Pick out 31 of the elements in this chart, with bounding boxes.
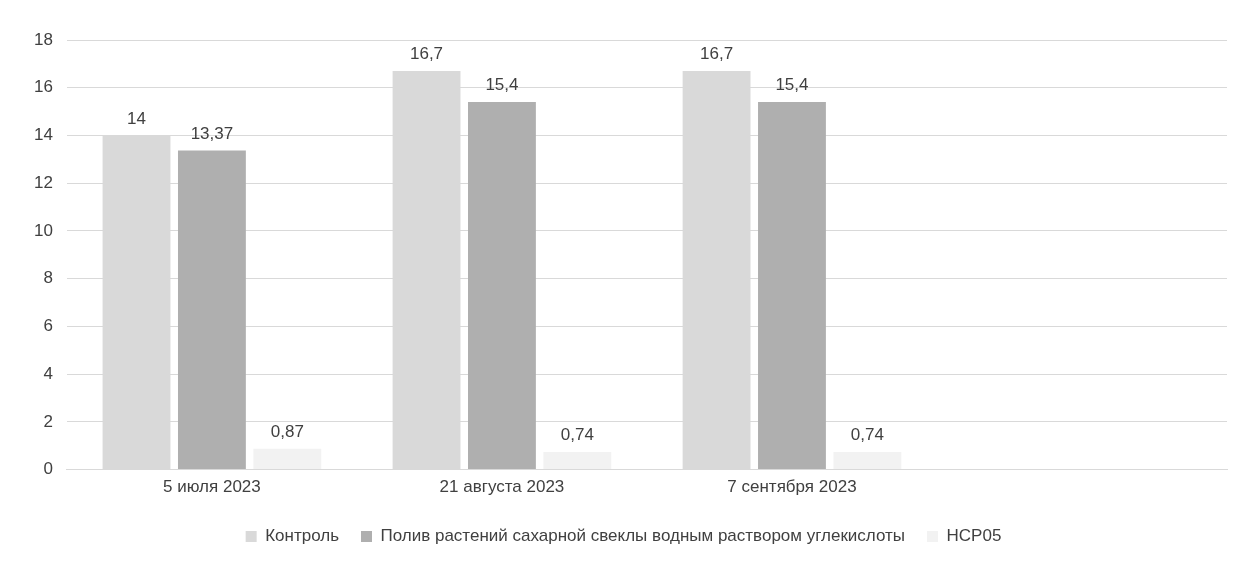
data-label: 16,7 xyxy=(409,44,444,64)
data-label: 0,74 xyxy=(560,425,594,445)
y-tick-label: 16 xyxy=(33,77,53,97)
data-label: 0,74 xyxy=(850,425,884,445)
data-label: 13,37 xyxy=(190,123,234,143)
y-tick-label: 0 xyxy=(43,459,53,479)
legend-label: Контроль xyxy=(265,526,340,546)
y-tick-label: 8 xyxy=(43,268,53,288)
data-label: 0,87 xyxy=(270,422,304,442)
y-tick-label: 2 xyxy=(43,411,53,431)
data-label: 15,4 xyxy=(485,75,519,95)
bar xyxy=(177,150,246,470)
data-label: 16,7 xyxy=(700,44,734,64)
y-tick-label: 4 xyxy=(43,363,53,383)
y-tick-label: 18 xyxy=(33,29,53,49)
y-tick-label: 10 xyxy=(33,220,53,240)
data-label: 15,4 xyxy=(775,75,809,95)
bar xyxy=(758,102,826,470)
bar xyxy=(543,451,612,470)
bar xyxy=(253,448,322,470)
data-label: 14 xyxy=(127,108,146,128)
bar xyxy=(468,102,536,470)
legend-label: НСР05 xyxy=(946,526,1002,546)
legend-label: Полив растений сахарной свеклы водным раствором углекислоты xyxy=(380,526,906,546)
x-tick-label: 21 августа 2023 xyxy=(439,477,565,497)
y-tick-label: 6 xyxy=(43,316,53,336)
bar xyxy=(833,451,902,470)
y-tick-label: 12 xyxy=(33,172,53,192)
x-tick-label: 7 сентября 2023 xyxy=(727,477,857,497)
y-tick-label: 14 xyxy=(33,125,53,145)
x-tick-label: 5 июля 2023 xyxy=(163,477,261,497)
